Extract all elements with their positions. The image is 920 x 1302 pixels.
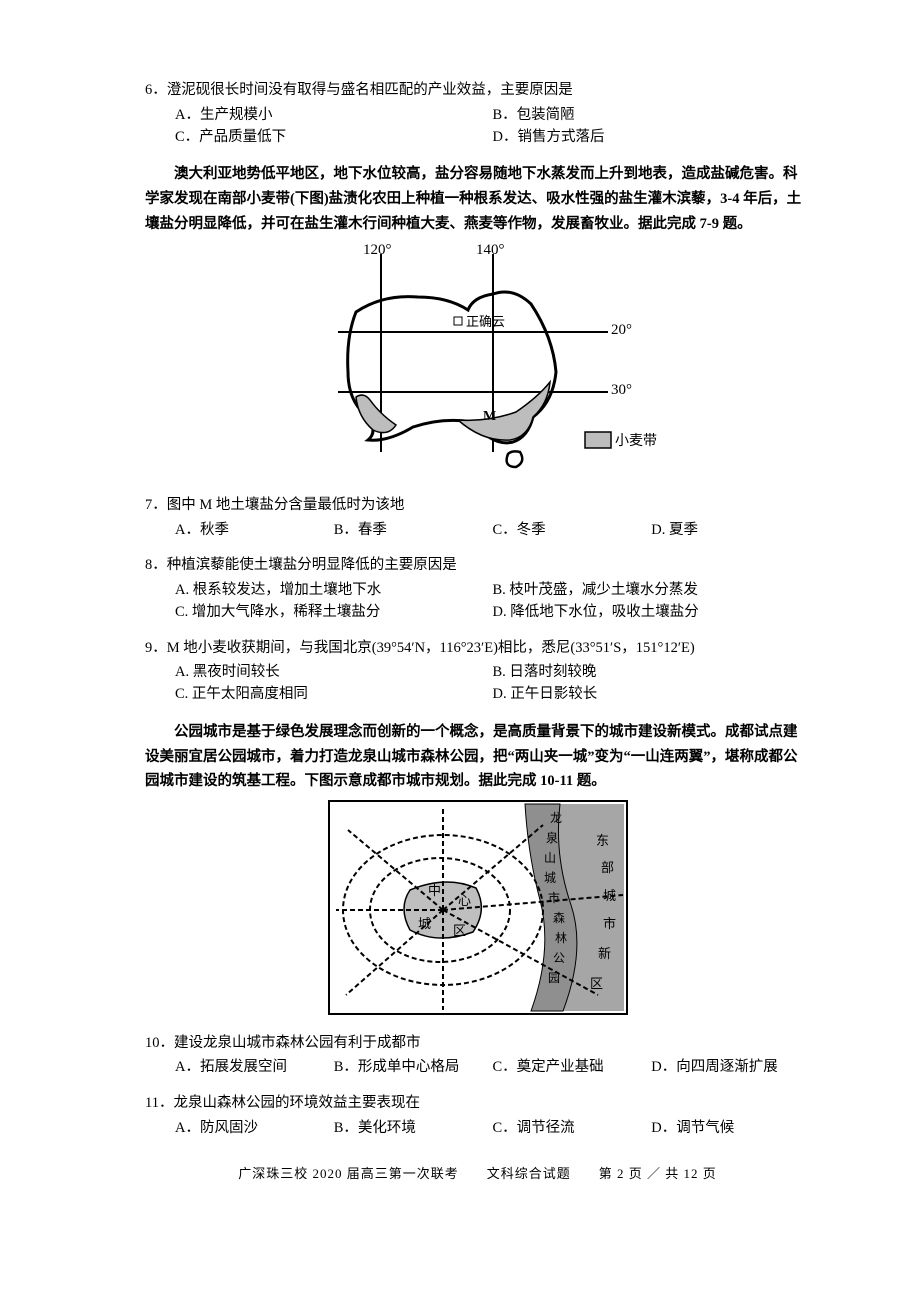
q8-opt-a: A. 根系较发达，增加土壤地下水 xyxy=(175,580,493,602)
chengdu-plan-svg: 中 心 城 区 龙 泉 山 城 市 森 林 公 园 东 部 城 市 新 区 xyxy=(328,800,628,1015)
q8-opt-d: D. 降低地下水位，吸收土壤盐分 xyxy=(493,602,811,624)
svg-text:区: 区 xyxy=(453,923,466,938)
svg-text:公: 公 xyxy=(553,951,565,965)
svg-text:部: 部 xyxy=(601,860,614,875)
passage-2: 公园城市是基于绿色发展理念而创新的一个概念，是高质量背景下的城市建设新模式。成都… xyxy=(145,720,810,794)
q8-opt-c: C. 增加大气降水，稀释土壤盐分 xyxy=(175,602,493,624)
question-7: 7．图中 M 地土壤盐分含量最低时为该地 A．秋季 B．春季 C．冬季 D. 夏… xyxy=(145,495,810,542)
svg-text:市: 市 xyxy=(548,890,560,905)
q7-stem: 7．图中 M 地土壤盐分含量最低时为该地 xyxy=(145,495,810,517)
q8-stem: 8．种植滨藜能使土壤盐分明显降低的主要原因是 xyxy=(145,555,810,577)
page-footer: 广深珠三校 2020 届高三第一次联考 文科综合试题 第 2 页 ／ 共 12 … xyxy=(145,1164,810,1184)
q11-opt-c: C．调节径流 xyxy=(493,1118,652,1140)
q6-stem: 6．澄泥砚很长时间没有取得与盛名相匹配的产业效益，主要原因是 xyxy=(145,80,810,102)
lat-30-label: 30° xyxy=(611,382,632,398)
q6-options: A．生产规模小 B．包装简陋 C．产品质量低下 D．销售方式落后 xyxy=(145,105,810,149)
svg-text:山: 山 xyxy=(544,851,556,865)
legend-wheat-label: 小麦带 xyxy=(615,433,657,449)
q8-opt-b: B. 枝叶茂盛，减少土壤水分蒸发 xyxy=(493,580,811,602)
lon-120-label: 120° xyxy=(363,242,392,258)
q6-opt-b: B．包装简陋 xyxy=(493,105,811,127)
svg-text:城: 城 xyxy=(544,871,556,885)
q6-opt-c: C．产品质量低下 xyxy=(175,127,493,149)
q6-opt-a: A．生产规模小 xyxy=(175,105,493,127)
svg-text:林: 林 xyxy=(555,931,567,945)
lat-20-label: 20° xyxy=(611,322,632,338)
svg-text:园: 园 xyxy=(548,971,560,985)
q9-options: A. 黑夜时间较长 B. 日落时刻较晚 C. 正午太阳高度相同 D. 正午日影较… xyxy=(145,662,810,706)
q11-opt-a: A．防风固沙 xyxy=(175,1118,334,1140)
q9-stem: 9．M 地小麦收获期间，与我国北京(39°54′N，116°23′E)相比，悉尼… xyxy=(145,638,810,660)
marker-label: 正确云 xyxy=(466,314,505,329)
passage-1: 澳大利亚地势低平地区，地下水位较高，盐分容易随地下水蒸发而上升到地表，造成盐碱危… xyxy=(145,162,810,236)
q7-opt-a: A．秋季 xyxy=(175,520,334,542)
q7-opt-c: C．冬季 xyxy=(493,520,652,542)
lon-140-label: 140° xyxy=(476,242,505,258)
question-6: 6．澄泥砚很长时间没有取得与盛名相匹配的产业效益，主要原因是 A．生产规模小 B… xyxy=(145,80,810,148)
q10-opt-d: D．向四周逐渐扩展 xyxy=(651,1057,810,1079)
svg-text:中: 中 xyxy=(428,883,441,898)
q9-opt-b: B. 日落时刻较晚 xyxy=(493,662,811,684)
q10-opt-b: B．形成单中心格局 xyxy=(334,1057,493,1079)
q11-options: A．防风固沙 B．美化环境 C．调节径流 D．调节气候 xyxy=(145,1118,810,1140)
q10-opt-a: A．拓展发展空间 xyxy=(175,1057,334,1079)
q9-opt-d: D. 正午日影较长 xyxy=(493,684,811,706)
question-8: 8．种植滨藜能使土壤盐分明显降低的主要原因是 A. 根系较发达，增加土壤地下水 … xyxy=(145,555,810,623)
q6-opt-d: D．销售方式落后 xyxy=(493,127,811,149)
svg-text:城: 城 xyxy=(603,888,616,903)
q10-options: A．拓展发展空间 B．形成单中心格局 C．奠定产业基础 D．向四周逐渐扩展 xyxy=(145,1057,810,1079)
svg-text:区: 区 xyxy=(590,976,603,991)
svg-text:心: 心 xyxy=(458,893,471,908)
question-9: 9．M 地小麦收获期间，与我国北京(39°54′N，116°23′E)相比，悉尼… xyxy=(145,638,810,706)
question-11: 11．龙泉山森林公园的环境效益主要表现在 A．防风固沙 B．美化环境 C．调节径… xyxy=(145,1093,810,1140)
question-10: 10．建设龙泉山城市森林公园有利于成都市 A．拓展发展空间 B．形成单中心格局 … xyxy=(145,1033,810,1080)
q7-options: A．秋季 B．春季 C．冬季 D. 夏季 xyxy=(145,520,810,542)
q9-opt-a: A. 黑夜时间较长 xyxy=(175,662,493,684)
australia-map-svg: 120° 140° 20° 30° 正确云 M 小麦带 xyxy=(298,242,658,477)
q9-opt-c: C. 正午太阳高度相同 xyxy=(175,684,493,706)
svg-text:新: 新 xyxy=(598,946,611,961)
svg-text:龙: 龙 xyxy=(550,811,562,825)
svg-text:市: 市 xyxy=(603,916,616,931)
q10-opt-c: C．奠定产业基础 xyxy=(493,1057,652,1079)
q7-opt-d: D. 夏季 xyxy=(651,520,810,542)
q11-stem: 11．龙泉山森林公园的环境效益主要表现在 xyxy=(145,1093,810,1115)
svg-text:森: 森 xyxy=(553,910,565,925)
point-m-label: M xyxy=(483,409,496,424)
svg-text:城: 城 xyxy=(418,916,431,931)
q11-opt-d: D．调节气候 xyxy=(651,1118,810,1140)
q10-stem: 10．建设龙泉山城市森林公园有利于成都市 xyxy=(145,1033,810,1055)
q7-opt-b: B．春季 xyxy=(334,520,493,542)
figure-chengdu: 中 心 城 区 龙 泉 山 城 市 森 林 公 园 东 部 城 市 新 区 xyxy=(145,800,810,1023)
q8-options: A. 根系较发达，增加土壤地下水 B. 枝叶茂盛，减少土壤水分蒸发 C. 增加大… xyxy=(145,580,810,624)
q11-opt-b: B．美化环境 xyxy=(334,1118,493,1140)
svg-text:泉: 泉 xyxy=(546,831,558,845)
svg-text:东: 东 xyxy=(596,833,609,848)
figure-australia: 120° 140° 20° 30° 正确云 M 小麦带 xyxy=(145,242,810,485)
